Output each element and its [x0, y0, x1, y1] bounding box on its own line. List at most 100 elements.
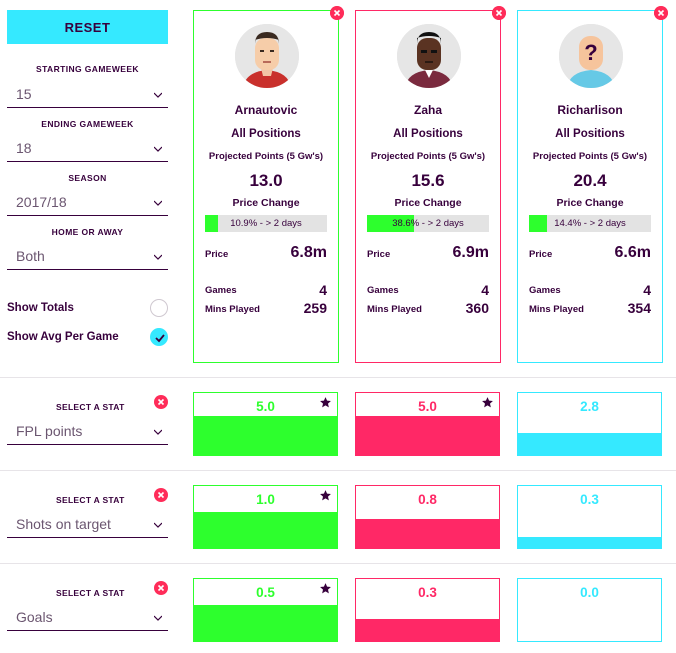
games-value: 4 [481, 282, 489, 298]
home-or-away-value: Both [16, 248, 45, 264]
remove-stat-button[interactable] [154, 581, 168, 600]
games-row: Games 4 [205, 282, 327, 302]
show-avg-label: Show Avg Per Game [7, 331, 119, 343]
games-label: Games [529, 285, 561, 296]
stat-select[interactable]: Shots on target [7, 513, 168, 538]
close-icon[interactable] [330, 6, 344, 20]
games-label: Games [367, 285, 399, 296]
avatar-icon [235, 24, 299, 88]
mins-row: Mins Played 360 [367, 300, 489, 320]
mins-played-label: Mins Played [529, 304, 584, 315]
stat-bar-fill [194, 512, 337, 548]
remove-player-button[interactable] [330, 6, 344, 20]
projected-points-value: 15.6 [411, 171, 445, 190]
price-row: Price 6.6m [529, 244, 651, 264]
projected-points-value: 20.4 [573, 171, 607, 190]
stat-value-box: 5.0 [355, 392, 500, 456]
star-icon [320, 490, 331, 501]
reset-button[interactable]: RESET [7, 10, 168, 44]
close-icon[interactable] [154, 581, 168, 595]
stat-value-box: 0.3 [355, 578, 500, 642]
svg-text:?: ? [584, 40, 597, 65]
remove-player-button[interactable] [654, 6, 668, 20]
price-change-text: 14.4% - > 2 days [554, 218, 626, 229]
select-stat-label: SELECT A STAT [56, 495, 125, 505]
show-totals-radio[interactable] [150, 299, 168, 317]
season-value: 2017/18 [16, 194, 67, 210]
close-icon[interactable] [154, 488, 168, 502]
mins-row: Mins Played 354 [529, 300, 651, 320]
price-change-text: 10.9% - > 2 days [230, 218, 302, 229]
show-avg-radio[interactable] [150, 328, 168, 346]
price-change-label: Price Change [556, 197, 624, 209]
stat-select-value: FPL points [16, 423, 83, 439]
stat-select-value: Goals [16, 609, 53, 625]
starting-gameweek-label: STARTING GAMEWEEK [36, 64, 139, 74]
price-change-bar: 10.9% - > 2 days [205, 215, 327, 232]
divider [0, 470, 676, 471]
stat-value: 0.3 [418, 585, 437, 600]
remove-player-button[interactable] [492, 6, 506, 20]
chevron-down-icon [154, 254, 162, 260]
stat-select-value: Shots on target [16, 516, 111, 532]
stat-bar-fill [194, 415, 337, 455]
stat-value-box: 5.0 [193, 392, 338, 456]
chevron-down-icon [154, 200, 162, 206]
projected-points-label: Projected Points (5 Gw's) [370, 151, 486, 162]
projected-points-label: Projected Points (5 Gw's) [208, 151, 324, 162]
price-label: Price [205, 249, 229, 260]
close-icon[interactable] [654, 6, 668, 20]
divider [0, 377, 676, 378]
stat-value-box: 2.8 [517, 392, 662, 456]
ending-gameweek-label: ENDING GAMEWEEK [41, 119, 134, 129]
price-row: Price 6.9m [367, 244, 489, 264]
price-change-fill [367, 215, 415, 232]
player-position: All Positions [231, 128, 301, 140]
question-mark-icon: ? [559, 24, 623, 88]
games-row: Games 4 [529, 282, 651, 302]
show-totals-toggle[interactable]: Show Totals [7, 299, 168, 321]
season-select[interactable]: 2017/18 [7, 191, 168, 216]
mins-played-label: Mins Played [367, 304, 422, 315]
chevron-down-icon [154, 615, 162, 621]
stat-value: 5.0 [418, 399, 437, 414]
stat-value: 2.8 [580, 399, 599, 414]
chevron-down-icon [154, 522, 162, 528]
player-name: Richarlison [557, 103, 623, 117]
stat-select[interactable]: Goals [7, 606, 168, 631]
projected-points-value: 13.0 [249, 171, 283, 190]
remove-stat-button[interactable] [154, 488, 168, 507]
stat-value: 1.0 [256, 492, 275, 507]
ending-gameweek-select[interactable]: 18 [7, 137, 168, 162]
stat-value-box: 0.8 [355, 485, 500, 549]
stat-bar-fill [518, 537, 661, 548]
home-or-away-select[interactable]: Both [7, 245, 168, 270]
price-change-text: 38.6% - > 2 days [392, 218, 464, 229]
player-card: Arnautovic All Positions Projected Point… [193, 6, 344, 363]
remove-stat-button[interactable] [154, 395, 168, 414]
projected-points-label: Projected Points (5 Gw's) [532, 151, 648, 162]
price-value: 6.8m [290, 244, 327, 261]
season-label: SEASON [68, 173, 107, 183]
star-icon [320, 397, 331, 408]
show-totals-label: Show Totals [7, 302, 74, 314]
close-icon[interactable] [492, 6, 506, 20]
chevron-down-icon [154, 92, 162, 98]
select-stat-label: SELECT A STAT [56, 588, 125, 598]
price-change-fill [529, 215, 547, 232]
stat-bar-fill [356, 519, 499, 548]
stat-select[interactable]: FPL points [7, 420, 168, 445]
stat-value: 0.0 [580, 585, 599, 600]
select-stat-label: SELECT A STAT [56, 402, 125, 412]
price-change-bar: 38.6% - > 2 days [367, 215, 489, 232]
price-change-fill [205, 215, 219, 232]
stat-value: 0.3 [580, 492, 599, 507]
games-value: 4 [643, 282, 651, 298]
show-avg-toggle[interactable]: Show Avg Per Game [7, 328, 168, 350]
stat-bar-fill [356, 415, 499, 455]
starting-gameweek-select[interactable]: 15 [7, 83, 168, 108]
player-card: Zaha All Positions Projected Points (5 G… [355, 6, 506, 363]
stat-bar-fill [356, 619, 499, 641]
price-change-bar: 14.4% - > 2 days [529, 215, 651, 232]
close-icon[interactable] [154, 395, 168, 409]
